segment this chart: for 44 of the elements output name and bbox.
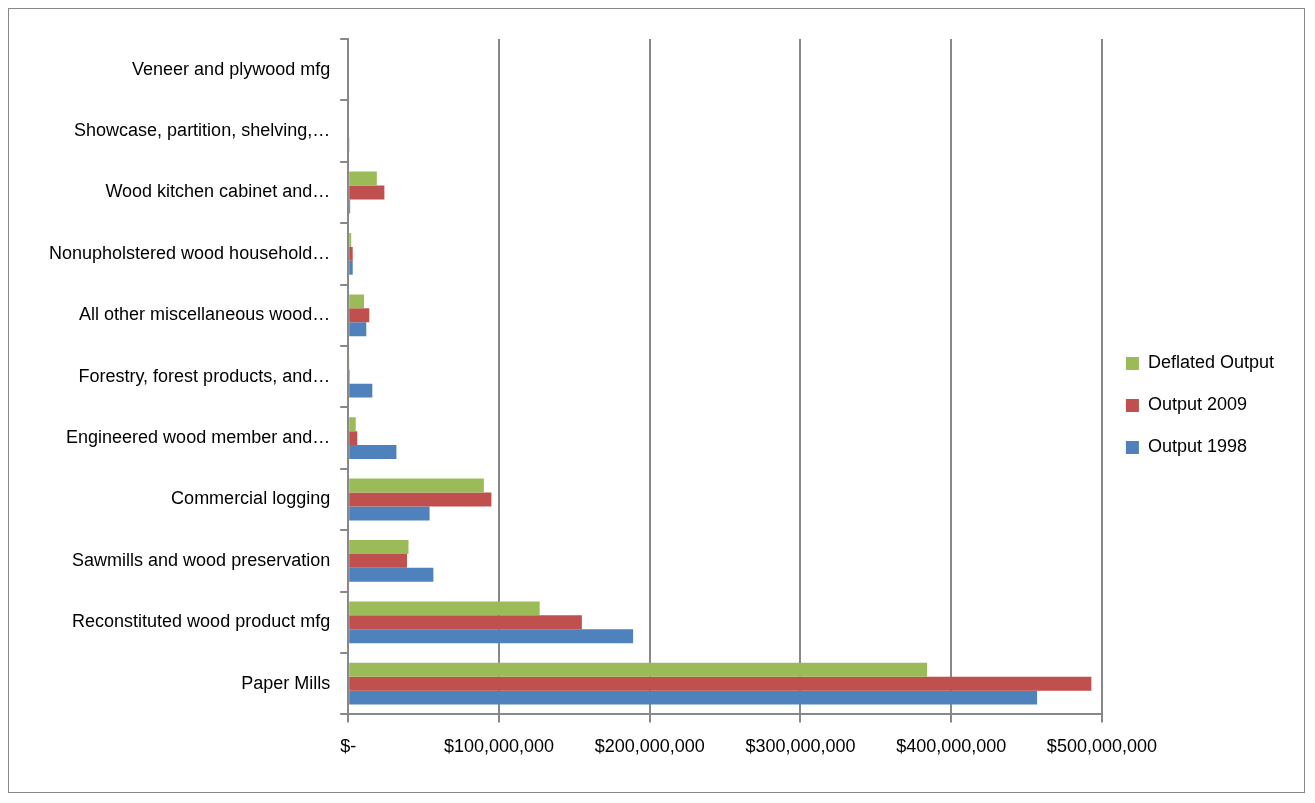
bar	[349, 567, 434, 582]
bar	[349, 383, 373, 398]
bar	[349, 601, 540, 616]
bar	[349, 676, 1092, 691]
legend-label: Output 1998	[1147, 436, 1248, 457]
bar	[349, 540, 409, 554]
bar	[349, 171, 377, 186]
bar	[349, 690, 1038, 705]
y-tick-label: All other miscellaneous wood…	[79, 304, 331, 325]
y-tick-label: Reconstituted wood product mfg	[72, 611, 331, 632]
y-tick-label: Paper Mills	[241, 672, 331, 693]
bar	[349, 629, 634, 644]
x-tick-label: $200,000,000	[594, 736, 705, 757]
bar	[349, 431, 358, 446]
bar	[349, 308, 370, 323]
bar	[349, 506, 430, 521]
bar	[349, 445, 397, 459]
legend-label: Output 2009	[1147, 394, 1248, 415]
y-tick-label: Showcase, partition, shelving,…	[74, 120, 331, 141]
y-tick-label: Forestry, forest products, and…	[78, 365, 331, 386]
bar	[349, 492, 492, 507]
x-tick-label: $400,000,000	[896, 736, 1007, 757]
bar	[349, 662, 928, 677]
bar	[349, 615, 582, 630]
x-tick-label: $-	[340, 736, 357, 757]
y-tick-label: Veneer and plywood mfg	[132, 58, 331, 79]
y-tick-label: Wood kitchen cabinet and…	[105, 181, 331, 202]
bar	[349, 417, 356, 432]
legend-label: Deflated Output	[1147, 352, 1275, 373]
bar	[349, 233, 352, 247]
bar	[349, 478, 484, 493]
y-tick-label: Sawmills and wood preservation	[72, 549, 331, 570]
bar	[349, 185, 385, 200]
bar	[349, 553, 407, 568]
bar	[349, 246, 353, 261]
x-tick-label: $300,000,000	[745, 736, 856, 757]
x-tick-label: $500,000,000	[1046, 736, 1157, 757]
bar	[349, 294, 365, 309]
x-tick-label: $100,000,000	[443, 736, 554, 757]
y-tick-label: Nonupholstered wood household…	[48, 242, 331, 263]
y-tick-label: Commercial logging	[171, 488, 331, 509]
bar	[349, 260, 353, 275]
bar	[349, 322, 367, 337]
y-tick-label: Engineered wood member and…	[66, 427, 331, 448]
